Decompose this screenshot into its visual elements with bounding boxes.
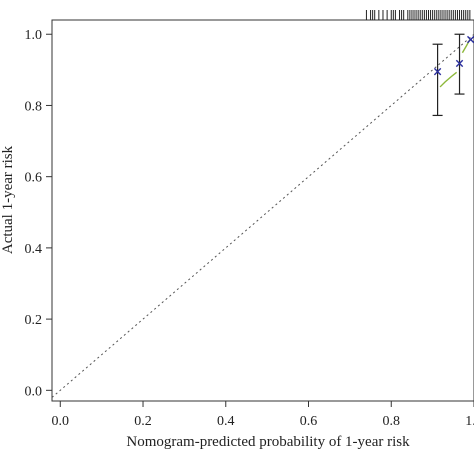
y-tick-label: 0.0 xyxy=(25,384,43,399)
y-axis-title: Actual 1-year risk xyxy=(0,145,16,254)
calibration-curves xyxy=(439,39,471,88)
rug-marks xyxy=(365,10,471,20)
x-tick-label: 0.6 xyxy=(300,414,318,429)
y-tick-label: 0.2 xyxy=(25,313,43,328)
x-axis-title: Nomogram-predicted probability of 1-year… xyxy=(126,434,410,450)
plot-frame xyxy=(51,19,474,402)
point-mark xyxy=(455,59,464,68)
x-axis-ticks: 0.0 0.2 0.4 0.6 0.8 1.0 xyxy=(52,401,474,429)
y-tick-label: 0.4 xyxy=(25,242,43,257)
calibration-points xyxy=(433,35,474,76)
reference-line xyxy=(51,33,474,398)
y-tick-label: 1.0 xyxy=(25,28,43,43)
x-tick-label: 0.2 xyxy=(134,414,152,429)
y-tick-label: 0.8 xyxy=(25,99,43,114)
x-tick-label: 0.4 xyxy=(217,414,235,429)
y-axis-ticks: 0.0 0.2 0.4 0.6 0.8 1.0 xyxy=(25,28,52,399)
bias-corrected-curve xyxy=(439,71,458,88)
x-tick-label: 0.0 xyxy=(52,414,70,429)
point-mark xyxy=(433,67,442,76)
calibration-point xyxy=(433,67,442,76)
calibration-point xyxy=(455,59,464,68)
error-bars xyxy=(432,33,465,117)
x-tick-label: 0.8 xyxy=(383,414,401,429)
y-tick-label: 0.6 xyxy=(25,171,43,186)
calibration-point xyxy=(466,35,474,44)
point-mark xyxy=(466,35,474,44)
x-tick-label: 1.0 xyxy=(465,414,474,429)
reference-diagonal xyxy=(51,33,474,398)
